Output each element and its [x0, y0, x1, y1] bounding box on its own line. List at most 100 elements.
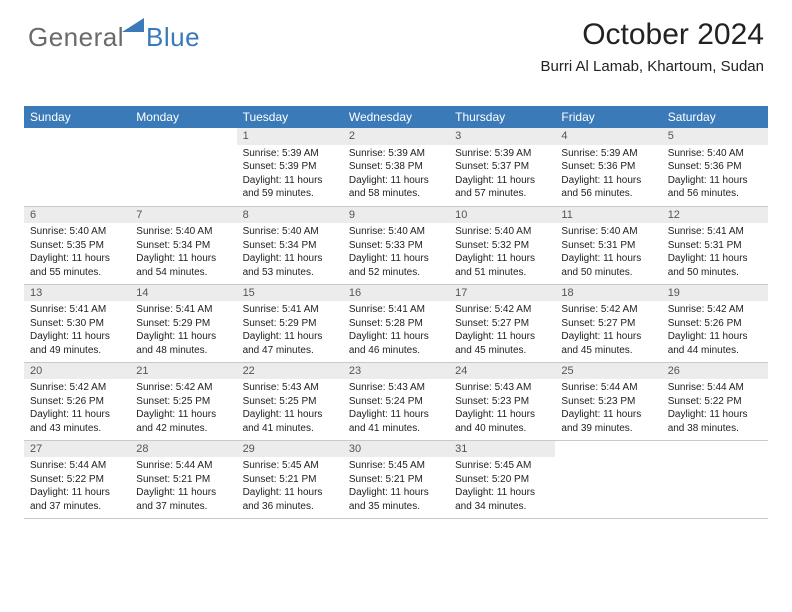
calendar-cell: 19Sunrise: 5:42 AMSunset: 5:26 PMDayligh… [662, 284, 768, 362]
daylight-line: Daylight: 11 hours and 48 minutes. [136, 330, 230, 357]
sunrise-line: Sunrise: 5:40 AM [30, 225, 124, 239]
day-number-empty [130, 128, 236, 145]
day-number: 23 [343, 363, 449, 380]
daylight-line: Daylight: 11 hours and 59 minutes. [243, 174, 337, 201]
daylight-line: Daylight: 11 hours and 45 minutes. [561, 330, 655, 357]
sunset-line: Sunset: 5:34 PM [136, 239, 230, 253]
calendar-cell: 26Sunrise: 5:44 AMSunset: 5:22 PMDayligh… [662, 362, 768, 440]
daylight-line: Daylight: 11 hours and 47 minutes. [243, 330, 337, 357]
sunrise-line: Sunrise: 5:39 AM [349, 147, 443, 161]
calendar-cell: 11Sunrise: 5:40 AMSunset: 5:31 PMDayligh… [555, 206, 661, 284]
header-right: October 2024 Burri Al Lamab, Khartoum, S… [541, 18, 764, 75]
daylight-line: Daylight: 11 hours and 50 minutes. [561, 252, 655, 279]
sunset-line: Sunset: 5:36 PM [561, 160, 655, 174]
sunrise-line: Sunrise: 5:45 AM [455, 459, 549, 473]
day-number-empty [555, 441, 661, 458]
sunset-line: Sunset: 5:36 PM [668, 160, 762, 174]
sunrise-line: Sunrise: 5:40 AM [561, 225, 655, 239]
weekday-header: Wednesday [343, 106, 449, 128]
calendar-cell: 22Sunrise: 5:43 AMSunset: 5:25 PMDayligh… [237, 362, 343, 440]
sunset-line: Sunset: 5:26 PM [30, 395, 124, 409]
weekday-header: Thursday [449, 106, 555, 128]
daylight-line: Daylight: 11 hours and 36 minutes. [243, 486, 337, 513]
calendar-cell: 24Sunrise: 5:43 AMSunset: 5:23 PMDayligh… [449, 362, 555, 440]
day-number: 5 [662, 128, 768, 145]
sunset-line: Sunset: 5:29 PM [136, 317, 230, 331]
sunset-line: Sunset: 5:28 PM [349, 317, 443, 331]
month-title: October 2024 [541, 18, 764, 52]
sunrise-line: Sunrise: 5:44 AM [561, 381, 655, 395]
calendar-cell: 3Sunrise: 5:39 AMSunset: 5:37 PMDaylight… [449, 128, 555, 206]
sunrise-line: Sunrise: 5:41 AM [668, 225, 762, 239]
weekday-header: Friday [555, 106, 661, 128]
sunset-line: Sunset: 5:32 PM [455, 239, 549, 253]
calendar-cell: 31Sunrise: 5:45 AMSunset: 5:20 PMDayligh… [449, 440, 555, 518]
sunset-line: Sunset: 5:27 PM [561, 317, 655, 331]
sunset-line: Sunset: 5:39 PM [243, 160, 337, 174]
sunset-line: Sunset: 5:24 PM [349, 395, 443, 409]
sunrise-line: Sunrise: 5:40 AM [668, 147, 762, 161]
sunrise-line: Sunrise: 5:40 AM [136, 225, 230, 239]
daylight-line: Daylight: 11 hours and 43 minutes. [30, 408, 124, 435]
calendar-cell: 28Sunrise: 5:44 AMSunset: 5:21 PMDayligh… [130, 440, 236, 518]
day-number: 3 [449, 128, 555, 145]
calendar-table: SundayMondayTuesdayWednesdayThursdayFrid… [24, 106, 768, 519]
daylight-line: Daylight: 11 hours and 34 minutes. [455, 486, 549, 513]
calendar-row: 20Sunrise: 5:42 AMSunset: 5:26 PMDayligh… [24, 362, 768, 440]
day-number: 30 [343, 441, 449, 458]
sunset-line: Sunset: 5:22 PM [668, 395, 762, 409]
day-number: 20 [24, 363, 130, 380]
calendar-cell: 8Sunrise: 5:40 AMSunset: 5:34 PMDaylight… [237, 206, 343, 284]
day-number: 8 [237, 207, 343, 224]
calendar-cell: 27Sunrise: 5:44 AMSunset: 5:22 PMDayligh… [24, 440, 130, 518]
sunset-line: Sunset: 5:35 PM [30, 239, 124, 253]
weekday-header: Saturday [662, 106, 768, 128]
sunrise-line: Sunrise: 5:45 AM [243, 459, 337, 473]
day-number-empty [662, 441, 768, 458]
logo: General Blue [28, 22, 200, 53]
sunset-line: Sunset: 5:29 PM [243, 317, 337, 331]
calendar-cell: 4Sunrise: 5:39 AMSunset: 5:36 PMDaylight… [555, 128, 661, 206]
sunset-line: Sunset: 5:21 PM [136, 473, 230, 487]
sunset-line: Sunset: 5:38 PM [349, 160, 443, 174]
daylight-line: Daylight: 11 hours and 58 minutes. [349, 174, 443, 201]
sunrise-line: Sunrise: 5:41 AM [30, 303, 124, 317]
calendar-row: 6Sunrise: 5:40 AMSunset: 5:35 PMDaylight… [24, 206, 768, 284]
calendar-cell: 6Sunrise: 5:40 AMSunset: 5:35 PMDaylight… [24, 206, 130, 284]
calendar-cell: 2 Sunrise: 5:39 AMSunset: 5:38 PMDaylight… [343, 128, 449, 206]
calendar-cell: 1Sunrise: 5:39 AMSunset: 5:39 PMDaylight… [237, 128, 343, 206]
sunrise-line: Sunrise: 5:42 AM [668, 303, 762, 317]
daylight-line: Daylight: 11 hours and 51 minutes. [455, 252, 549, 279]
day-number: 12 [662, 207, 768, 224]
sunset-line: Sunset: 5:30 PM [30, 317, 124, 331]
sunrise-line: Sunrise: 5:42 AM [30, 381, 124, 395]
calendar-cell [24, 128, 130, 206]
daylight-line: Daylight: 11 hours and 49 minutes. [30, 330, 124, 357]
sunset-line: Sunset: 5:31 PM [561, 239, 655, 253]
sunrise-line: Sunrise: 5:45 AM [349, 459, 443, 473]
daylight-line: Daylight: 11 hours and 41 minutes. [349, 408, 443, 435]
day-number: 27 [24, 441, 130, 458]
calendar-cell: 17Sunrise: 5:42 AMSunset: 5:27 PMDayligh… [449, 284, 555, 362]
weekday-header-row: SundayMondayTuesdayWednesdayThursdayFrid… [24, 106, 768, 128]
day-number: 9 [343, 207, 449, 224]
calendar-cell: 7Sunrise: 5:40 AMSunset: 5:34 PMDaylight… [130, 206, 236, 284]
sunset-line: Sunset: 5:21 PM [243, 473, 337, 487]
sunset-line: Sunset: 5:34 PM [243, 239, 337, 253]
sunrise-line: Sunrise: 5:42 AM [136, 381, 230, 395]
daylight-line: Daylight: 11 hours and 46 minutes. [349, 330, 443, 357]
calendar-cell: 13Sunrise: 5:41 AMSunset: 5:30 PMDayligh… [24, 284, 130, 362]
sunset-line: Sunset: 5:37 PM [455, 160, 549, 174]
sunset-line: Sunset: 5:20 PM [455, 473, 549, 487]
day-number: 19 [662, 285, 768, 302]
daylight-line: Daylight: 11 hours and 38 minutes. [668, 408, 762, 435]
day-number: 2 [343, 128, 449, 145]
daylight-line: Daylight: 11 hours and 44 minutes. [668, 330, 762, 357]
sunrise-line: Sunrise: 5:43 AM [455, 381, 549, 395]
daylight-line: Daylight: 11 hours and 55 minutes. [30, 252, 124, 279]
day-number: 15 [237, 285, 343, 302]
sunrise-line: Sunrise: 5:41 AM [136, 303, 230, 317]
daylight-line: Daylight: 11 hours and 37 minutes. [30, 486, 124, 513]
logo-triangle-icon [122, 18, 144, 37]
sunset-line: Sunset: 5:23 PM [561, 395, 655, 409]
